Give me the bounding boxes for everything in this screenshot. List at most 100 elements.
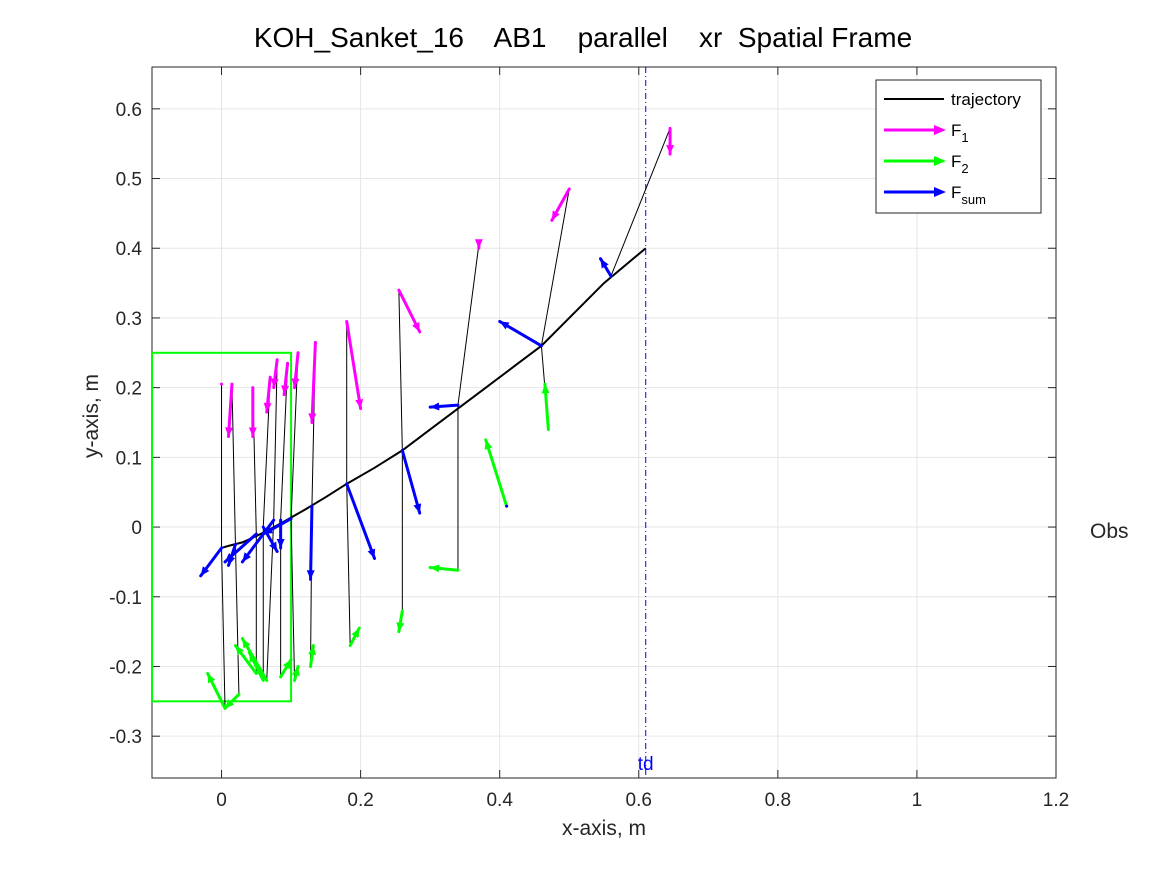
f1-arrow-head [474, 239, 483, 249]
f1-arrow [291, 351, 300, 390]
f2-arrow [206, 671, 227, 710]
legend-subscript: 2 [961, 161, 968, 176]
f2-arrow [233, 644, 258, 675]
connector-line [221, 547, 226, 709]
f1-arrow-shaft [310, 340, 317, 424]
legend-label: trajectory [951, 90, 1021, 109]
f2-arrow [291, 664, 300, 682]
fsum-arrow-head [200, 566, 210, 576]
legend-arrow-head [934, 125, 946, 135]
f1-arrow [263, 375, 272, 414]
legend-arrow-head [934, 156, 946, 166]
fsum-arrow-head [269, 541, 278, 552]
f1-arrow-dot [220, 382, 224, 386]
f1-arrow [345, 319, 364, 411]
y-axis-label: y-axis, m [80, 374, 103, 458]
y-tick-label: -0.2 [109, 657, 142, 678]
x-axis-label: x-axis, m [562, 817, 646, 840]
fsum-arrow [240, 518, 276, 564]
fsum-arrow-head [600, 258, 609, 269]
connector-line [346, 483, 351, 646]
f1-arrow-head [270, 378, 279, 388]
f1-arrow-head [263, 402, 272, 413]
f2-arrow-head [283, 659, 292, 670]
fsum-arrow [400, 448, 422, 515]
f2-arrow-shaft [484, 438, 509, 508]
f1-arrow [220, 382, 224, 386]
f2-arrow-head [207, 673, 216, 684]
f1-arrow-head [248, 427, 257, 437]
y-tick-label: 0.3 [116, 309, 142, 330]
x-tick-label: 1 [912, 790, 923, 811]
fsum-arrow-shaft [345, 482, 377, 560]
ticks: 0 0.2 0.4 0.6 0.8 1 1.2 -0.3 -0.2 -0.1 0 0.1 0.2 0.3 0… [109, 67, 1069, 811]
fsum-arrow-head [242, 552, 251, 562]
fsum-arrow [226, 542, 237, 567]
f2-arrow [396, 609, 405, 634]
fsum-arrow-head [499, 321, 510, 330]
fsum-arrow [498, 319, 543, 348]
f1-arrow [666, 126, 675, 156]
f2-arrow-head [484, 439, 493, 450]
connector-line [231, 384, 236, 545]
fsum-arrow-head [263, 526, 274, 535]
f2-arrow-head [225, 699, 235, 709]
y-tick-label: 0.2 [116, 379, 142, 400]
x-tick-label: 0.2 [347, 790, 373, 811]
y-tick-label: 0.5 [116, 170, 142, 191]
obs-label: Obs [1090, 520, 1129, 543]
connector-line [610, 128, 671, 277]
connector-line [457, 244, 480, 406]
fsum-arrow [199, 546, 224, 578]
data-layer: td [151, 67, 675, 778]
fsum-arrow-head [227, 555, 236, 566]
f1-arrow-head [281, 385, 290, 395]
fsum-arrow [306, 504, 315, 581]
f2-arrow [541, 382, 550, 431]
f1-arrow [397, 288, 422, 334]
f1-arrow [550, 187, 571, 222]
legend-entry: F2 [884, 152, 969, 176]
y-tick-label: -0.1 [109, 588, 142, 609]
connector-line [398, 290, 403, 451]
f1-arrow-head [666, 145, 675, 155]
f1-arrow [270, 358, 279, 390]
fsum-arrow-head [430, 402, 440, 411]
legend-subscript: sum [961, 192, 986, 207]
f2-arrow-head [351, 628, 360, 638]
x-tick-label: 0.4 [486, 790, 513, 811]
fsum-arrow-dot [505, 504, 509, 508]
x-tick-label: 0 [216, 790, 227, 811]
f2-arrow-head [308, 645, 317, 656]
x-tick-label: 0.6 [626, 790, 652, 811]
fsum-arrow [261, 517, 293, 536]
f1-arrow-shaft [345, 319, 363, 411]
y-tick-label: -0.3 [109, 727, 142, 748]
fsum-arrow [599, 257, 613, 278]
fsum-arrow-shaft [400, 448, 422, 515]
f2-arrow-head [242, 638, 251, 649]
f1-arrow-head [412, 322, 420, 332]
f2-arrow [348, 626, 361, 648]
chart-title: KOH_Sanket_16 AB1 parallel xr Spatial Fr… [254, 22, 912, 53]
f1-arrow-head [551, 210, 560, 221]
x-tick-label: 1.2 [1043, 790, 1069, 811]
td-label: td [638, 754, 654, 775]
legend-arrow-head [934, 187, 946, 197]
y-tick-label: 0.1 [116, 448, 142, 469]
fsum-arrow-head [413, 503, 422, 514]
fsum-arrow [428, 402, 460, 411]
f1-arrow [308, 340, 317, 424]
fsum-arrow [345, 482, 377, 560]
fsum-arrow-shaft [309, 504, 314, 581]
y-tick-label: 0.4 [116, 239, 143, 260]
f1-arrow [248, 386, 257, 438]
y-tick-label: 0 [131, 518, 142, 539]
f1-arrow [474, 239, 483, 250]
f2-arrow [484, 438, 509, 508]
connector-line [290, 518, 296, 681]
f2-arrow-head [430, 564, 440, 573]
fsum-arrow [505, 504, 509, 508]
